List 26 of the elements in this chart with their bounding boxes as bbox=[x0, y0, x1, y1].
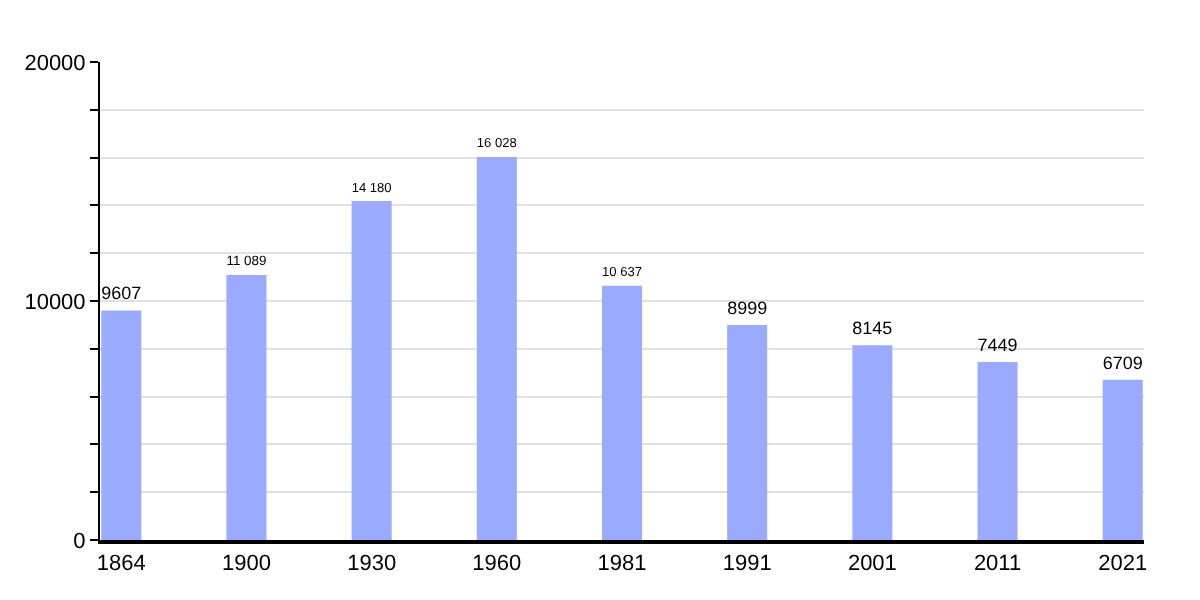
bar bbox=[852, 345, 893, 540]
x-tick-label: 1930 bbox=[347, 551, 397, 576]
bar bbox=[727, 324, 768, 540]
x-tick-label: 1981 bbox=[597, 551, 647, 576]
data-label: 6709 bbox=[1102, 352, 1143, 373]
x-tick-label: 1864 bbox=[96, 551, 146, 576]
y-tick-label: 0 bbox=[73, 529, 86, 554]
data-label: 9607 bbox=[101, 283, 142, 304]
x-tick-label: 2011 bbox=[973, 551, 1022, 576]
bar bbox=[977, 361, 1018, 540]
data-label: 8145 bbox=[852, 318, 893, 339]
data-label: 8999 bbox=[727, 298, 768, 319]
y-tick-label: 10000 bbox=[24, 290, 86, 315]
bar bbox=[601, 285, 643, 540]
data-label: 7449 bbox=[977, 335, 1018, 356]
bar bbox=[101, 310, 142, 540]
bar bbox=[351, 201, 392, 540]
bar bbox=[1102, 379, 1143, 540]
bar bbox=[226, 274, 267, 540]
x-tick-label: 1991 bbox=[722, 551, 772, 576]
x-tick-label: 2021 bbox=[1098, 551, 1148, 576]
x-tick-label: 1900 bbox=[221, 551, 271, 576]
y-tick-label: 20000 bbox=[24, 51, 86, 76]
bar bbox=[476, 156, 517, 540]
x-tick-label: 2001 bbox=[847, 551, 897, 576]
x-tick-label: 1960 bbox=[472, 551, 522, 576]
